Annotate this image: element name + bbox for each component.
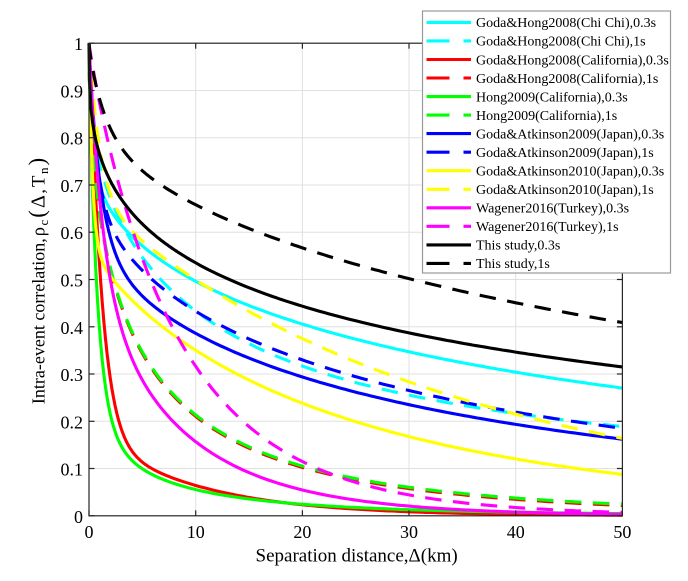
svg-text:Wagener2016(Turkey),1s: Wagener2016(Turkey),1s	[476, 220, 619, 235]
svg-text:0.7: 0.7	[61, 176, 84, 196]
svg-text:0.6: 0.6	[61, 223, 84, 243]
svg-text:Intra-event correlation,ρc(Δ,T: Intra-event correlation,ρc(Δ,Tn)	[25, 158, 52, 404]
svg-text:0: 0	[74, 507, 83, 527]
svg-text:This study,0.3s: This study,0.3s	[476, 239, 560, 254]
svg-text:Goda&Hong2008(California),0.3s: Goda&Hong2008(California),0.3s	[476, 53, 669, 68]
svg-text:0: 0	[85, 522, 94, 542]
svg-text:0.4: 0.4	[61, 318, 84, 338]
svg-text:0.3: 0.3	[61, 365, 84, 385]
svg-text:Hong2009(California),1s: Hong2009(California),1s	[476, 109, 617, 124]
svg-text:This study,1s: This study,1s	[476, 257, 550, 272]
svg-text:Goda&Hong2008(Chi Chi),0.3s: Goda&Hong2008(Chi Chi),0.3s	[476, 16, 656, 31]
svg-text:10: 10	[187, 522, 205, 542]
svg-text:0.1: 0.1	[61, 460, 84, 480]
svg-text:Goda&Hong2008(Chi Chi),1s: Goda&Hong2008(Chi Chi),1s	[476, 35, 646, 50]
svg-text:Goda&Atkinson2010(Japan),0.3s: Goda&Atkinson2010(Japan),0.3s	[476, 165, 664, 180]
svg-text:Goda&Atkinson2009(Japan),1s: Goda&Atkinson2009(Japan),1s	[476, 146, 654, 161]
svg-text:Goda&Atkinson2009(Japan),0.3s: Goda&Atkinson2009(Japan),0.3s	[476, 127, 664, 142]
svg-text:0.8: 0.8	[61, 129, 84, 149]
svg-text:50: 50	[613, 522, 631, 542]
svg-text:20: 20	[293, 522, 311, 542]
svg-text:Goda&Hong2008(California),1s: Goda&Hong2008(California),1s	[476, 72, 658, 87]
svg-text:Separation distance,Δ(km): Separation distance,Δ(km)	[256, 546, 458, 567]
svg-text:1: 1	[74, 34, 83, 54]
svg-text:0.2: 0.2	[61, 412, 84, 432]
svg-text:30: 30	[400, 522, 418, 542]
svg-text:Wagener2016(Turkey),0.3s: Wagener2016(Turkey),0.3s	[476, 202, 629, 217]
svg-text:0.5: 0.5	[61, 271, 84, 291]
svg-text:Hong2009(California),0.3s: Hong2009(California),0.3s	[476, 90, 628, 105]
svg-text:Goda&Atkinson2010(Japan),1s: Goda&Atkinson2010(Japan),1s	[476, 183, 654, 198]
svg-text:40: 40	[507, 522, 525, 542]
svg-text:0.9: 0.9	[61, 82, 84, 102]
